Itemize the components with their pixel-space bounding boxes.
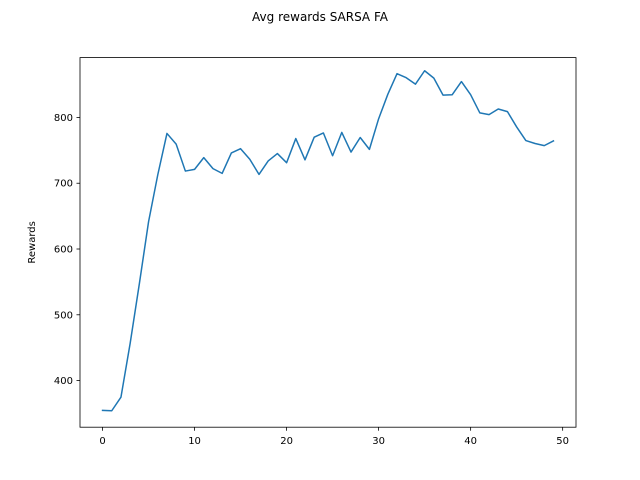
y-axis: 400 500 600 700 800 [54, 113, 80, 387]
x-tick-label: 20 [280, 436, 293, 447]
chart-title: Avg rewards SARSA FA [252, 10, 389, 24]
x-tick-label: 30 [372, 436, 385, 447]
y-tick-label: 600 [54, 245, 73, 256]
x-tick-label: 10 [188, 436, 201, 447]
y-tick-label: 800 [54, 113, 73, 124]
y-tick-label: 500 [54, 310, 73, 321]
x-tick-label: 50 [556, 436, 569, 447]
x-tick-label: 0 [99, 436, 105, 447]
y-tick-label: 700 [54, 179, 73, 190]
y-tick-label: 400 [54, 376, 73, 387]
y-axis-label: Rewards [27, 221, 38, 263]
x-axis: 0 10 20 30 40 50 [99, 427, 569, 447]
x-tick-label: 40 [464, 436, 477, 447]
axes-frame [79, 57, 577, 428]
series-line-0 [101, 70, 555, 412]
